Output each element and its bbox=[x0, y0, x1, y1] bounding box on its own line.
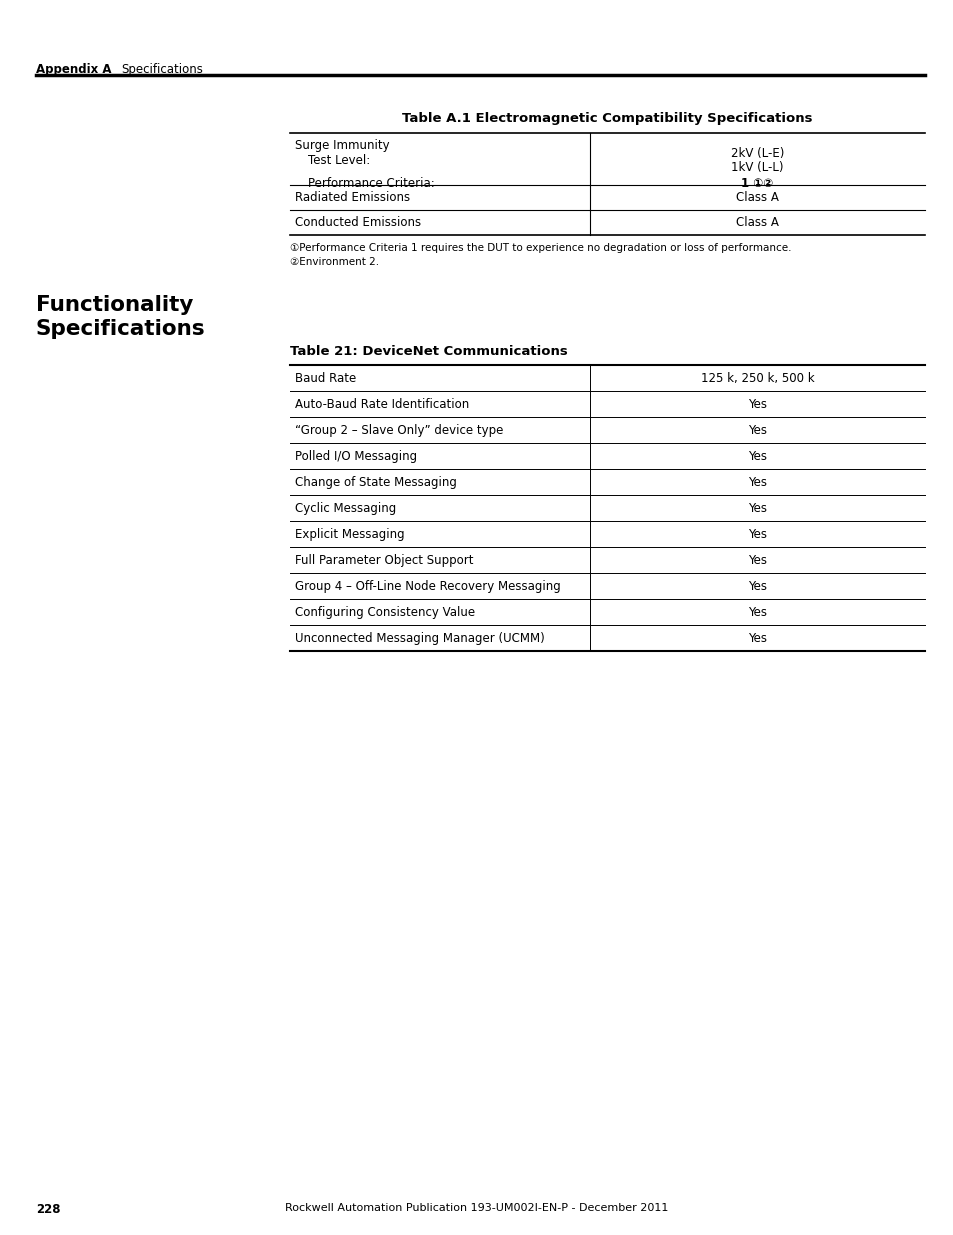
Text: Yes: Yes bbox=[747, 555, 766, 567]
Text: Yes: Yes bbox=[747, 529, 766, 541]
Text: 125 k, 250 k, 500 k: 125 k, 250 k, 500 k bbox=[700, 372, 814, 385]
Text: Rockwell Automation Publication 193-UM002I-EN-P - December 2011: Rockwell Automation Publication 193-UM00… bbox=[285, 1203, 668, 1213]
Text: ②Environment 2.: ②Environment 2. bbox=[290, 257, 378, 267]
Text: Yes: Yes bbox=[747, 424, 766, 437]
Text: Surge Immunity: Surge Immunity bbox=[294, 140, 389, 152]
Text: 228: 228 bbox=[36, 1203, 60, 1216]
Text: ①Performance Criteria 1 requires the DUT to experience no degradation or loss of: ①Performance Criteria 1 requires the DUT… bbox=[290, 243, 791, 253]
Text: 1 ①②: 1 ①② bbox=[740, 177, 773, 190]
Text: Yes: Yes bbox=[747, 475, 766, 489]
Text: Yes: Yes bbox=[747, 398, 766, 411]
Text: Table 21: DeviceNet Communications: Table 21: DeviceNet Communications bbox=[290, 345, 567, 358]
Text: Performance Criteria:: Performance Criteria: bbox=[308, 177, 435, 190]
Text: Cyclic Messaging: Cyclic Messaging bbox=[294, 501, 395, 515]
Text: Class A: Class A bbox=[736, 191, 778, 204]
Text: Change of State Messaging: Change of State Messaging bbox=[294, 475, 456, 489]
Text: Explicit Messaging: Explicit Messaging bbox=[294, 529, 404, 541]
Text: Table A.1 Electromagnetic Compatibility Specifications: Table A.1 Electromagnetic Compatibility … bbox=[402, 112, 812, 125]
Text: Functionality
Specifications: Functionality Specifications bbox=[36, 295, 206, 338]
Text: Polled I/O Messaging: Polled I/O Messaging bbox=[294, 450, 416, 463]
Text: Yes: Yes bbox=[747, 501, 766, 515]
Text: Configuring Consistency Value: Configuring Consistency Value bbox=[294, 606, 475, 619]
Text: Conducted Emissions: Conducted Emissions bbox=[294, 216, 420, 228]
Text: Class A: Class A bbox=[736, 216, 778, 228]
Text: Auto-Baud Rate Identification: Auto-Baud Rate Identification bbox=[294, 398, 469, 411]
Text: Unconnected Messaging Manager (UCMM): Unconnected Messaging Manager (UCMM) bbox=[294, 632, 544, 645]
Text: Baud Rate: Baud Rate bbox=[294, 372, 355, 385]
Text: Appendix A: Appendix A bbox=[36, 63, 112, 77]
Text: Specifications: Specifications bbox=[121, 63, 203, 77]
Text: Full Parameter Object Support: Full Parameter Object Support bbox=[294, 555, 473, 567]
Text: “Group 2 – Slave Only” device type: “Group 2 – Slave Only” device type bbox=[294, 424, 503, 437]
Text: Radiated Emissions: Radiated Emissions bbox=[294, 191, 410, 204]
Text: Yes: Yes bbox=[747, 632, 766, 645]
Text: Test Level:: Test Level: bbox=[308, 154, 370, 167]
Text: 2kV (L-E): 2kV (L-E) bbox=[730, 147, 783, 161]
Text: Group 4 – Off-Line Node Recovery Messaging: Group 4 – Off-Line Node Recovery Messagi… bbox=[294, 580, 560, 593]
Text: Yes: Yes bbox=[747, 450, 766, 463]
Text: 1kV (L-L): 1kV (L-L) bbox=[731, 161, 783, 174]
Text: Yes: Yes bbox=[747, 580, 766, 593]
Text: Yes: Yes bbox=[747, 606, 766, 619]
